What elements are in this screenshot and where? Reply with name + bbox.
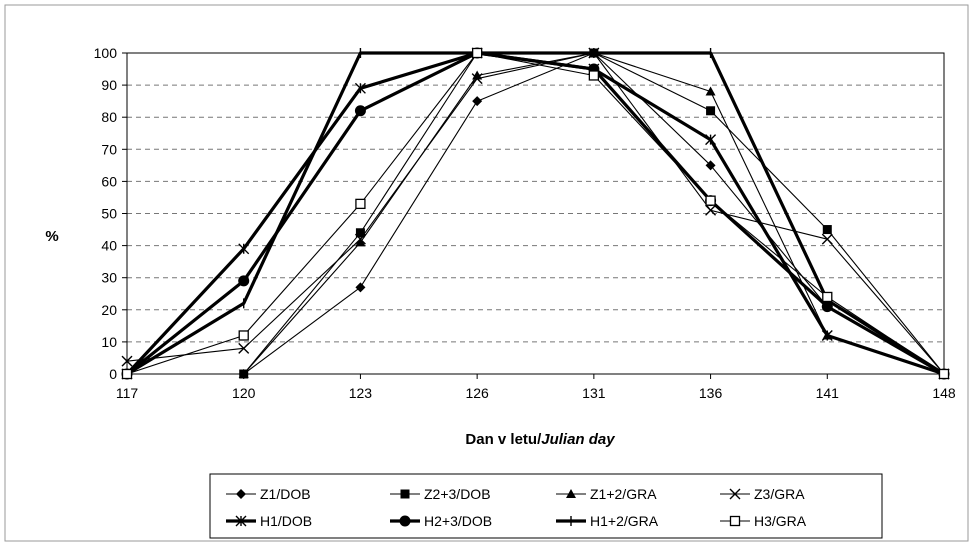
legend: Z1/DOB Z2+3/DOB Z1+2/GRA Z3/GRA H1/DOB H2+3/D… (226, 486, 807, 529)
y-tick-label: 100 (94, 45, 118, 61)
y-tick-label: 40 (101, 238, 117, 254)
open-square-marker (822, 291, 833, 303)
y-tick-label: 80 (101, 109, 117, 125)
series-line (126, 51, 945, 376)
open-square-marker (471, 47, 483, 59)
open-square-marker (938, 368, 950, 380)
y-tick-label: 0 (109, 366, 117, 382)
triangle-marker (472, 70, 483, 80)
diamond-marker (705, 160, 716, 171)
x-marker (705, 204, 717, 216)
open-square-marker (121, 368, 133, 380)
legend-box (209, 473, 883, 539)
x-axis-title-main: Dan v letu/ (465, 431, 542, 448)
y-tick-label: 60 (101, 173, 117, 189)
x-marker (238, 342, 250, 354)
open-square-marker (355, 198, 366, 210)
x-tick-label: 123 (349, 385, 373, 401)
x-marker (471, 73, 483, 85)
diamond-marker (472, 96, 483, 107)
series-line (127, 52, 945, 375)
y-tick-label: 30 (101, 270, 117, 286)
legend-label: H2+3/DOB (424, 513, 492, 529)
circle-marker (354, 105, 366, 117)
chart-border (4, 4, 969, 542)
legend-label: Z1/DOB (260, 486, 311, 502)
star-marker (235, 515, 247, 527)
series-line (126, 52, 945, 375)
open-square-marker (238, 330, 249, 341)
x-marker (821, 233, 833, 245)
x-marker (121, 355, 133, 367)
y-tick-label: 90 (101, 77, 117, 93)
legend-label: H3/GRA (754, 513, 807, 529)
x-axis-title-italic: Julian day (541, 431, 615, 448)
x-marker (354, 233, 366, 245)
x-axis-title: Dan v letu/Julian day (465, 431, 615, 448)
y-tick-label: 20 (101, 302, 117, 318)
legend-label: Z3/GRA (754, 486, 805, 502)
series-markers (121, 47, 950, 380)
series-line (126, 51, 945, 376)
open-square-marker (705, 195, 716, 206)
x-tick-label: 131 (582, 385, 606, 401)
circle-marker (238, 275, 250, 287)
diamond-marker (355, 282, 366, 293)
square-marker (355, 228, 365, 238)
triangle-marker (355, 237, 366, 247)
legend-label: H1/DOB (260, 513, 312, 529)
x-tick-label: 126 (465, 385, 489, 401)
triangle-marker (566, 489, 576, 498)
star-marker (238, 243, 250, 255)
series-line (126, 52, 945, 375)
diamond-marker (236, 489, 246, 499)
triangle-marker (705, 86, 716, 96)
open-square-marker (729, 515, 741, 527)
legend-label: Z2+3/DOB (424, 486, 491, 502)
gridlines (127, 84, 944, 343)
legend-label: H1+2/GRA (590, 513, 659, 529)
circle-marker (821, 301, 833, 313)
y-tick-label: 10 (101, 334, 117, 350)
square-marker (706, 106, 716, 116)
x-tick-label: 141 (816, 385, 840, 401)
triangle-marker (238, 369, 249, 378)
x-tick-label: 120 (232, 385, 256, 401)
x-tick-label: 148 (932, 385, 956, 401)
circle-marker (399, 515, 411, 527)
square-marker (400, 489, 410, 499)
series-lines (125, 51, 945, 376)
y-tick-label: 70 (101, 141, 117, 157)
x-tick-label: 117 (116, 385, 139, 401)
y-tick-labels: 0 10 20 30 40 50 60 70 80 90 100 (94, 45, 127, 382)
y-axis-title: % (45, 228, 58, 245)
legend-label: Z1+2/GRA (590, 486, 657, 502)
star-marker (354, 82, 366, 94)
x-tick-label: 136 (699, 385, 723, 401)
square-marker (822, 225, 832, 235)
star-marker (821, 329, 833, 341)
open-square-marker (588, 70, 600, 81)
y-tick-label: 50 (101, 206, 117, 222)
star-marker (705, 134, 717, 146)
x-marker (729, 488, 741, 500)
